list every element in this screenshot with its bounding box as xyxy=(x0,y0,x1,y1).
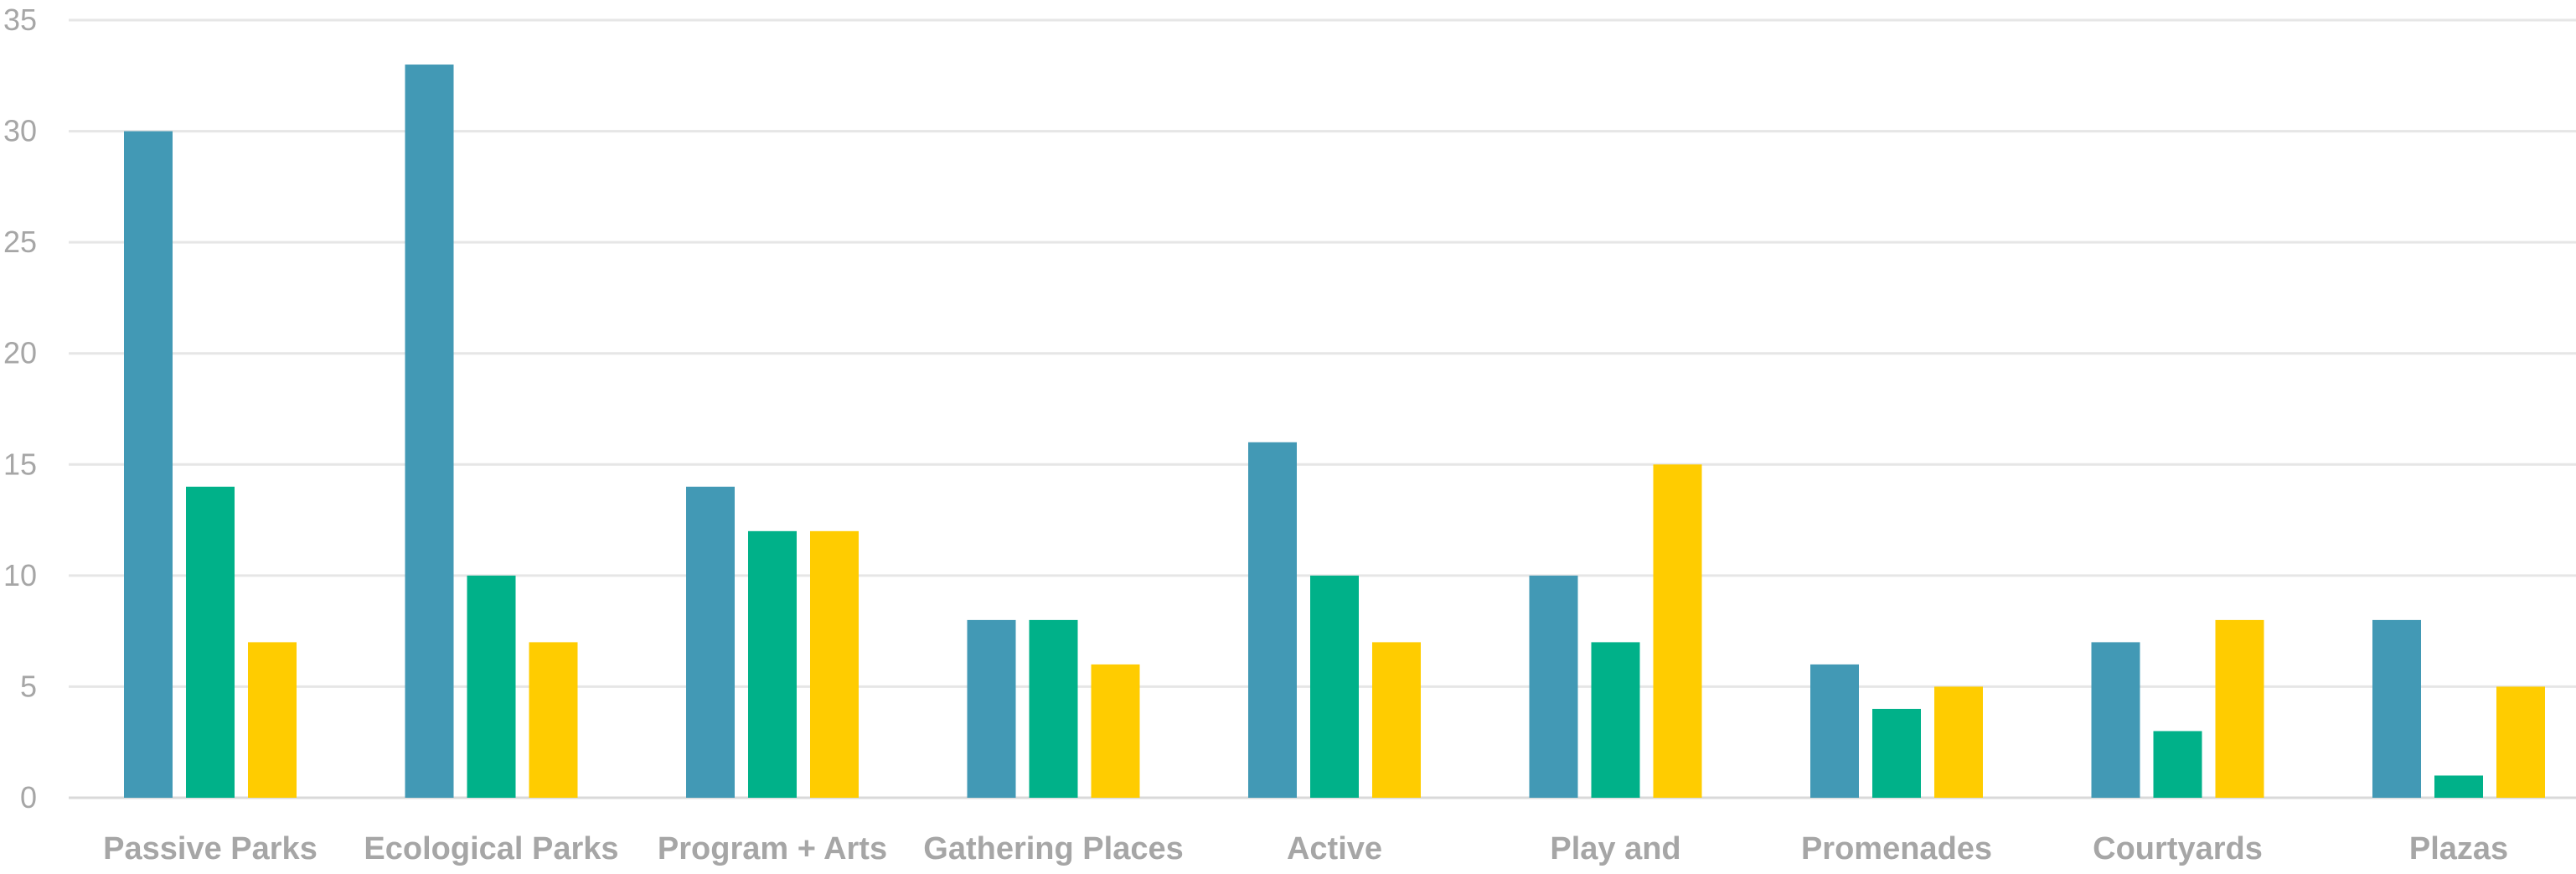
bar xyxy=(2153,731,2202,798)
x-tick-label: Promenades xyxy=(1801,831,1992,866)
bar xyxy=(2496,686,2545,798)
x-tick-label: Program + Arts xyxy=(658,831,887,866)
y-tick-label: 10 xyxy=(3,558,37,592)
bar xyxy=(810,530,859,798)
y-tick-label: 15 xyxy=(3,447,37,481)
x-tick-label: Plazas xyxy=(2409,831,2508,866)
bar xyxy=(1310,575,1359,798)
y-tick-label: 25 xyxy=(3,225,37,259)
y-axis-tick-labels: 0 5 10 15 20 25 30 35 xyxy=(3,3,37,815)
bar xyxy=(1372,642,1421,798)
bar xyxy=(186,486,235,798)
bar xyxy=(1591,642,1640,798)
bar xyxy=(1091,664,1140,798)
bar xyxy=(1872,708,1921,798)
bar xyxy=(405,65,454,799)
x-tick-label: Courtyards xyxy=(2093,831,2263,866)
bar xyxy=(1934,686,1983,798)
bar xyxy=(1653,464,1702,798)
y-tick-label: 35 xyxy=(3,3,37,37)
x-tick-label: Passive Parks xyxy=(103,831,317,866)
x-tick-label: Active xyxy=(1287,831,1382,866)
x-axis-tick-labels: Passive Parks Ecological Parks Program + A… xyxy=(103,831,2508,866)
y-tick-label: 20 xyxy=(3,336,37,370)
bar xyxy=(248,642,297,798)
bar xyxy=(1029,619,1078,798)
x-tick-label: Play and xyxy=(1550,831,1680,866)
bar xyxy=(1248,442,1297,798)
y-tick-label: 0 xyxy=(20,780,37,815)
bar xyxy=(2372,619,2421,798)
bars xyxy=(124,65,2545,799)
x-tick-label: Gathering Places xyxy=(923,831,1183,866)
bar xyxy=(124,131,173,799)
bar xyxy=(748,530,797,798)
y-tick-label: 30 xyxy=(3,114,37,148)
bar xyxy=(686,486,735,798)
bar xyxy=(2215,619,2264,798)
x-tick-label: Ecological Parks xyxy=(364,831,618,866)
bar xyxy=(467,575,516,798)
bar xyxy=(2091,642,2140,798)
bar xyxy=(967,619,1016,798)
y-tick-label: 5 xyxy=(20,669,37,703)
bar xyxy=(2434,775,2483,798)
bar xyxy=(1529,575,1578,798)
bar xyxy=(529,642,578,798)
bar xyxy=(1810,664,1859,798)
